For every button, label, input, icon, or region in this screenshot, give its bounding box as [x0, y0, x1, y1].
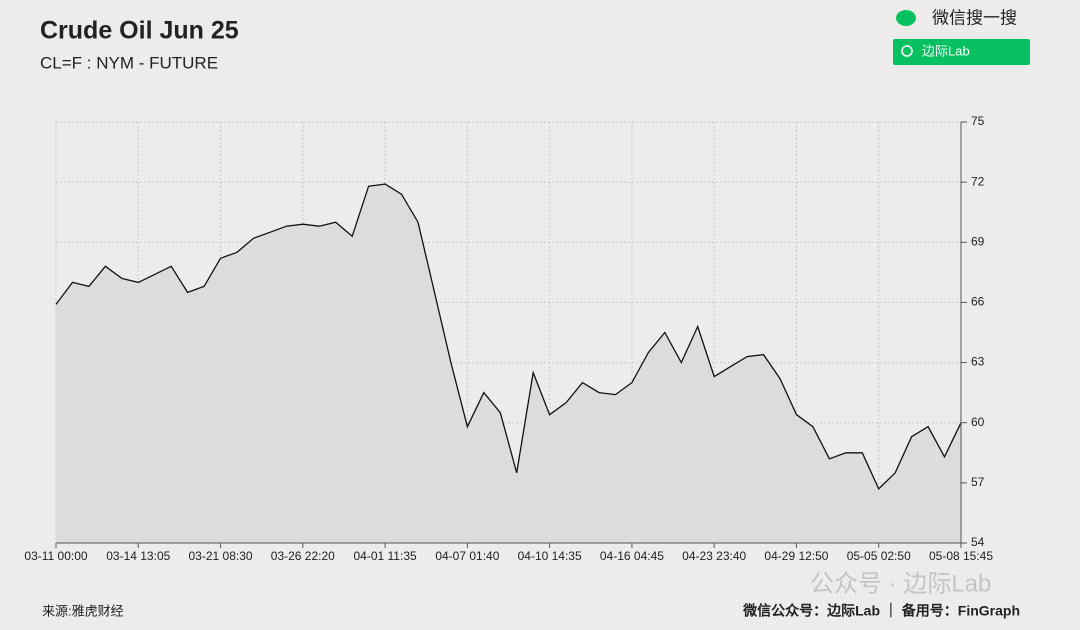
search-text: 边际Lab	[922, 43, 970, 58]
search-hint: 微信搜一搜	[932, 8, 1017, 27]
x-tick-label: 05-05 02:50	[847, 549, 911, 563]
area	[56, 184, 961, 543]
y-tick-label: 63	[971, 355, 985, 369]
line	[55, 183, 962, 491]
y-tick-label: 54	[971, 535, 985, 549]
x-tick-label: 04-07 01:40	[435, 549, 499, 563]
search-box[interactable]	[893, 39, 1030, 65]
x-tick-label: 04-23 23:40	[682, 549, 746, 563]
chart-title: Crude Oil Jun 25	[40, 17, 239, 45]
y-tick-label: 60	[971, 415, 985, 429]
source: 来源:雅虎财经	[42, 603, 124, 618]
x-tick-label: 03-21 08:30	[189, 549, 253, 563]
footer: 微信公众号：边际Lab ｜ 备用号：FinGraph	[742, 603, 1020, 619]
watermark: 公众号 · 边际Lab	[810, 570, 991, 597]
x-tick-label: 05-08 15:45	[929, 549, 993, 563]
y-tick-label: 57	[971, 475, 985, 489]
y-tick-label: 72	[971, 174, 985, 188]
search-icon	[901, 45, 913, 57]
x-tick-label: 04-01 11:35	[354, 549, 417, 563]
x-tick-label: 03-14 13:05	[106, 549, 170, 563]
y-tick-label: 69	[971, 234, 985, 248]
x-tick-label: 04-29 12:50	[764, 549, 828, 563]
wechat-search: 微信搜一搜 边际Lab	[893, 8, 1030, 65]
chart-subtitle: CL=F : NYM - FUTURE	[40, 53, 218, 72]
x-tick-label: 04-10 14:35	[518, 549, 582, 563]
y-tick-label: 75	[971, 114, 985, 128]
x-tick-label: 04-16 04:45	[600, 549, 664, 563]
wechat-icon	[896, 10, 916, 26]
x-tick-label: 03-11 00:00	[24, 549, 87, 563]
x-tick-label: 03-26 22:20	[271, 549, 335, 563]
y-tick-label: 66	[971, 295, 985, 309]
